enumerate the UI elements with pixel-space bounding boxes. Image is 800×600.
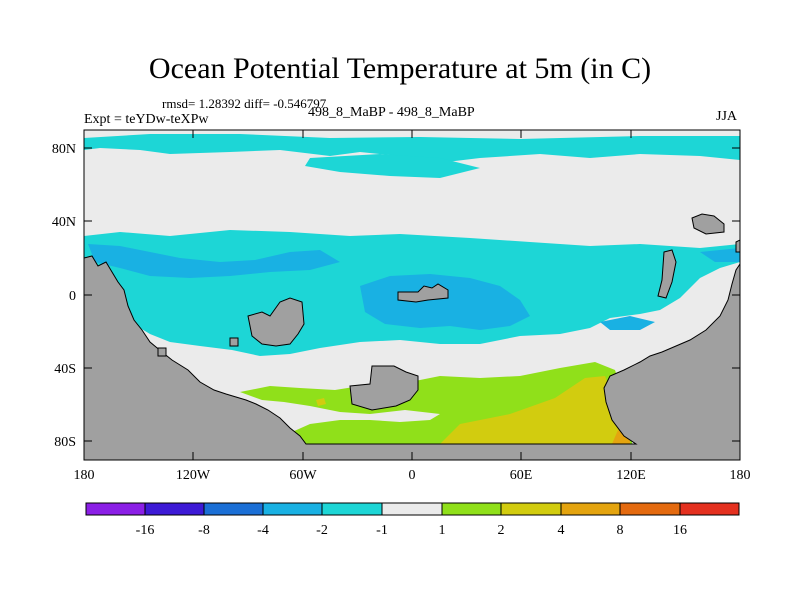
legend-label-9: 16 <box>673 523 687 538</box>
lat-label-40n: 40N <box>52 215 76 230</box>
legend-swatch-5 <box>381 502 443 516</box>
legend-swatch-7 <box>500 502 562 516</box>
lat-label-0: 0 <box>69 289 76 304</box>
run-names: 498_8_MaBP - 498_8_MaBP <box>308 105 475 120</box>
lat-label-80s: 80S <box>54 435 76 450</box>
land-west-continent <box>84 255 740 460</box>
warm-core-4 <box>612 430 630 444</box>
legend-swatch-0 <box>85 502 146 516</box>
land-east-island-north <box>691 213 725 235</box>
land-small-island-1 <box>229 337 239 347</box>
legend-swatch-9 <box>619 502 681 516</box>
cool-patch-north <box>305 154 480 178</box>
legend-label-0: -16 <box>136 523 155 538</box>
legend-swatch-10 <box>679 502 740 516</box>
legend-label-3: -2 <box>316 523 328 538</box>
land-equatorial-island <box>397 283 449 303</box>
lon-label-180e: 180 <box>730 468 751 483</box>
legend-swatch-6 <box>441 502 502 516</box>
legend-swatch-2 <box>203 502 264 516</box>
lon-label-120w: 120W <box>176 468 211 483</box>
legend-label-6: 2 <box>498 523 505 538</box>
lat-label-40s: 40S <box>54 362 76 377</box>
land-east-strip <box>657 249 677 299</box>
land-south-pole-patch <box>349 365 419 411</box>
lon-label-0: 0 <box>409 468 416 483</box>
legend-swatch-3 <box>262 502 323 516</box>
legend-label-2: -4 <box>257 523 269 538</box>
chart-title: Ocean Potential Temperature at 5m (in C) <box>148 52 652 85</box>
color-legend: -16 -8 -4 -2 -1 1 2 4 8 16 <box>85 502 740 538</box>
lon-label-60e: 60E <box>510 468 533 483</box>
legend-label-8: 8 <box>617 523 624 538</box>
season-label: JJA <box>716 109 738 124</box>
lat-label-80n: 80N <box>52 142 76 157</box>
legend-swatch-8 <box>560 502 621 516</box>
map-plot-area <box>84 130 740 460</box>
legend-swatch-4 <box>321 502 383 516</box>
legend-label-5: 1 <box>439 523 446 538</box>
cool-core-central <box>360 274 530 330</box>
cool-core-west <box>88 244 340 278</box>
lat-axis: 80N 40N 0 40S 80S <box>52 142 740 450</box>
legend-label-1: -8 <box>198 523 210 538</box>
cool-core-east <box>700 248 740 262</box>
lon-axis: 180 120W 60W 0 60E 120E 180 <box>74 130 751 483</box>
experiment-label: Expt = teYDw-teXPw <box>84 112 209 127</box>
lon-label-60w: 60W <box>289 468 317 483</box>
stats-line: rmsd= 1.28392 diff= -0.546797 <box>162 96 327 111</box>
lon-label-180w: 180 <box>74 468 95 483</box>
land-central-island <box>247 297 305 347</box>
land-small-island-3 <box>735 239 740 253</box>
warm-patch-1 <box>316 398 326 406</box>
legend-swatch-1 <box>144 502 205 516</box>
cool-core-eastern <box>600 316 655 330</box>
legend-label-7: 4 <box>558 523 565 538</box>
lon-label-120e: 120E <box>616 468 646 483</box>
legend-label-4: -1 <box>376 523 388 538</box>
arctic-cool-band <box>84 134 740 164</box>
land-small-island-2 <box>157 347 167 357</box>
warm-core-2 <box>440 376 628 444</box>
